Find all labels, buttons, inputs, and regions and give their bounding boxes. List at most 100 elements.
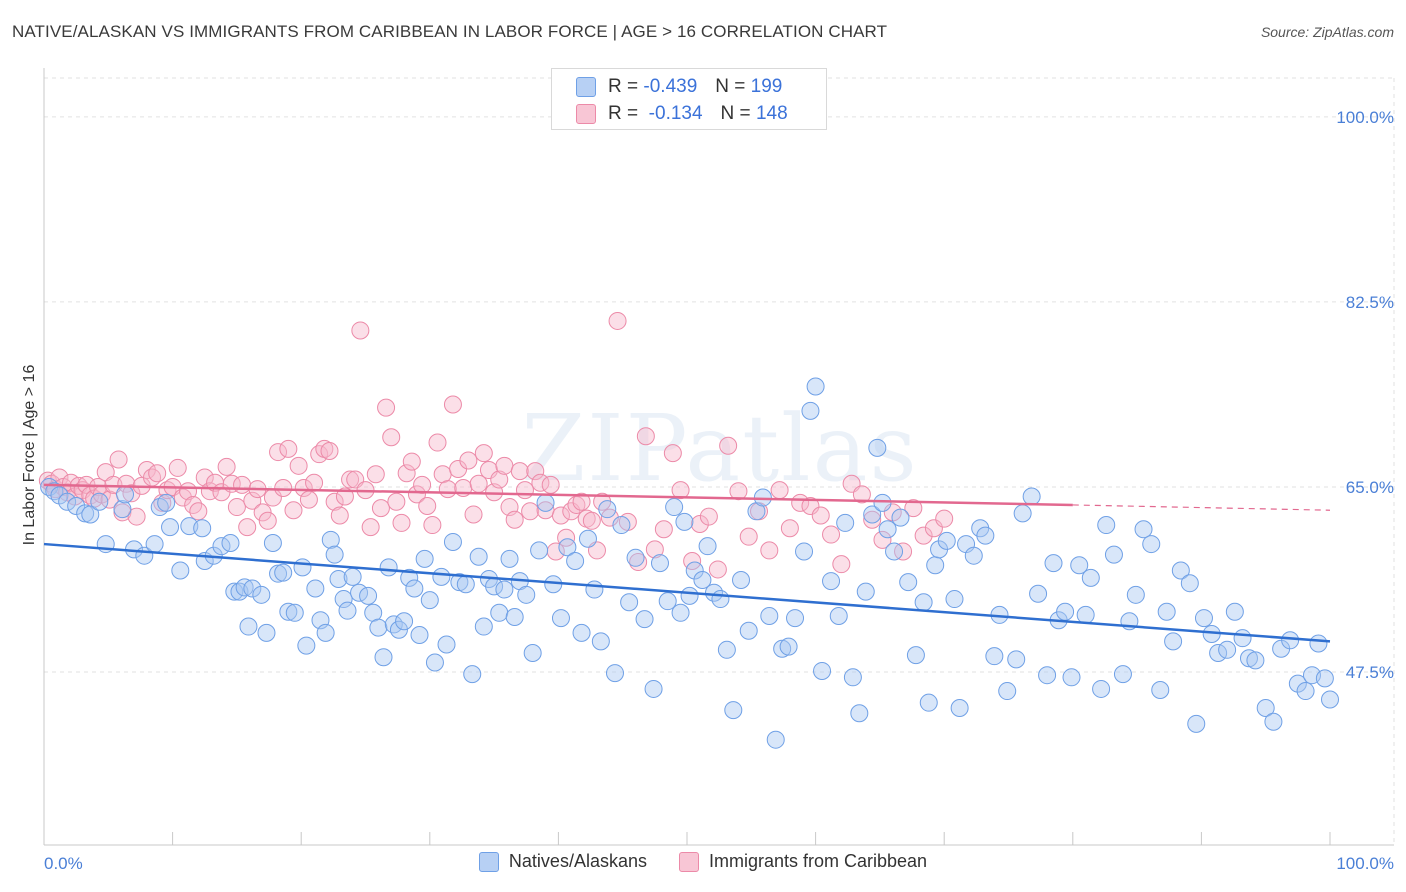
natives-point bbox=[523, 643, 542, 662]
natives-point bbox=[705, 583, 724, 602]
natives-point bbox=[359, 586, 378, 605]
natives-point bbox=[405, 579, 424, 598]
natives-point bbox=[566, 551, 585, 570]
caribbean-point bbox=[904, 499, 923, 518]
natives-point bbox=[252, 585, 271, 604]
natives-point bbox=[950, 698, 969, 717]
natives-point bbox=[572, 623, 591, 642]
caribbean-point bbox=[505, 510, 524, 529]
natives-point bbox=[813, 661, 832, 680]
natives-point bbox=[698, 537, 717, 556]
caribbean-point bbox=[780, 519, 799, 538]
legend-n-label: N = bbox=[715, 76, 746, 97]
caribbean-point bbox=[490, 470, 509, 489]
natives-point bbox=[239, 617, 258, 636]
caribbean-point bbox=[708, 560, 727, 579]
natives-points bbox=[40, 377, 1339, 749]
natives-point bbox=[58, 492, 77, 511]
caribbean-point bbox=[351, 321, 370, 340]
y-tick-label: 47.5% bbox=[1346, 663, 1394, 682]
natives-point bbox=[591, 632, 610, 651]
caribbean-point bbox=[739, 527, 758, 546]
caribbean-point bbox=[294, 479, 313, 498]
caribbean-point bbox=[325, 492, 344, 511]
natives-point bbox=[937, 531, 956, 550]
natives-point bbox=[400, 568, 419, 587]
caribbean-point bbox=[914, 526, 933, 545]
caribbean-point bbox=[474, 444, 493, 463]
caribbean-point bbox=[770, 481, 789, 500]
caribbean-point bbox=[310, 445, 329, 464]
natives-point bbox=[274, 563, 293, 582]
natives-point bbox=[665, 498, 684, 517]
caribbean-point bbox=[305, 473, 324, 492]
natives-point bbox=[343, 567, 362, 586]
natives-point bbox=[81, 505, 100, 524]
natives-point bbox=[530, 541, 549, 560]
correlation-legend: R = -0.439 N = 199 R = -0.134 N = 148 bbox=[551, 68, 827, 130]
natives-point bbox=[724, 701, 743, 720]
natives-point bbox=[171, 561, 190, 580]
caribbean-point bbox=[894, 542, 913, 561]
x-tick-label-min: 0.0% bbox=[44, 854, 83, 873]
natives-point bbox=[285, 603, 304, 622]
natives-point bbox=[1281, 631, 1300, 650]
natives-point bbox=[279, 602, 298, 621]
caribbean-point bbox=[377, 398, 396, 417]
natives-point bbox=[395, 612, 414, 631]
caribbean-trend-extension bbox=[1072, 504, 1331, 511]
legend-swatch-blue bbox=[478, 851, 499, 872]
natives-point bbox=[945, 590, 964, 609]
caribbean-point bbox=[109, 450, 128, 469]
caribbean-point bbox=[832, 555, 851, 574]
caribbean-point bbox=[335, 487, 354, 506]
natives-point bbox=[1029, 584, 1048, 603]
natives-point bbox=[675, 512, 694, 531]
natives-point bbox=[598, 500, 617, 519]
natives-point bbox=[1264, 712, 1283, 731]
natives-point bbox=[500, 549, 519, 568]
natives-point bbox=[585, 580, 604, 599]
legend-swatch-pink bbox=[576, 104, 596, 124]
caribbean-point bbox=[122, 484, 141, 503]
natives-point bbox=[161, 518, 180, 537]
natives-point bbox=[420, 591, 439, 610]
caribbean-point bbox=[663, 444, 682, 463]
caribbean-trend-line bbox=[43, 483, 1073, 507]
natives-point bbox=[1288, 674, 1307, 693]
natives-point bbox=[329, 569, 348, 588]
caribbean-point bbox=[636, 427, 655, 446]
natives-point bbox=[1044, 554, 1063, 573]
series-legend: Natives/Alaskans Immigrants from Caribbe… bbox=[0, 851, 1406, 872]
natives-point bbox=[1151, 680, 1170, 699]
natives-point bbox=[644, 679, 663, 698]
natives-point bbox=[389, 620, 408, 639]
natives-point bbox=[316, 623, 335, 642]
caribbean-point bbox=[299, 490, 318, 509]
legend-row-natives: R = -0.439 N = 199 bbox=[576, 75, 782, 99]
natives-point bbox=[50, 486, 69, 505]
natives-point bbox=[998, 682, 1017, 701]
caribbean-point bbox=[654, 520, 673, 539]
legend-n-value: 199 bbox=[750, 76, 783, 97]
natives-point bbox=[605, 664, 624, 683]
natives-point bbox=[495, 580, 514, 599]
natives-point bbox=[836, 513, 855, 532]
natives-point bbox=[113, 500, 132, 519]
natives-point bbox=[801, 401, 820, 420]
caribbean-point bbox=[423, 516, 442, 535]
natives-point bbox=[671, 603, 690, 622]
natives-point bbox=[1171, 561, 1190, 580]
natives-point bbox=[795, 542, 814, 561]
caribbean-point bbox=[852, 485, 871, 504]
caribbean-point bbox=[168, 458, 187, 477]
natives-point bbox=[243, 579, 262, 598]
caribbean-point bbox=[438, 480, 457, 499]
caribbean-point bbox=[526, 462, 545, 481]
natives-point bbox=[1081, 568, 1100, 587]
caribbean-point bbox=[557, 528, 576, 547]
natives-point bbox=[786, 609, 805, 628]
natives-point bbox=[1233, 629, 1252, 648]
natives-point bbox=[863, 505, 882, 524]
caribbean-point bbox=[510, 462, 529, 481]
